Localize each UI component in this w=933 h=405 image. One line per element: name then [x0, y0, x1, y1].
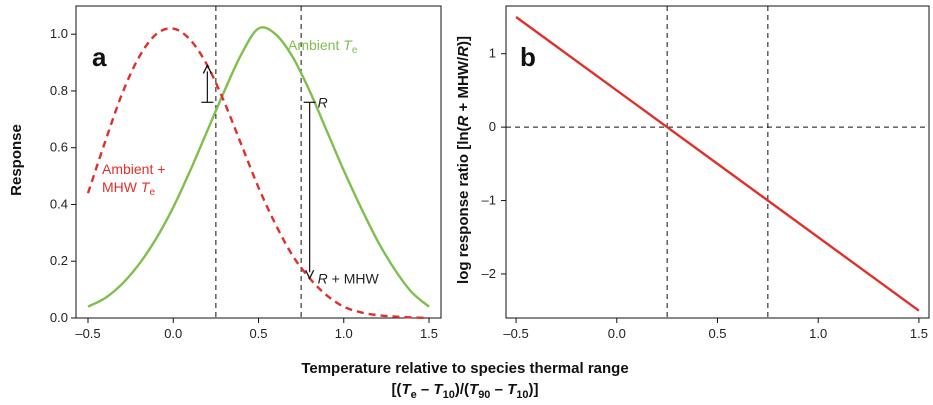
panel-a: –0.5 0.0 0.5 1.0 1.5 0.0 0.2 0.4 0.6 0.8 1.0 a Re… [8, 5, 442, 341]
panel-b-xtick-label: –0.5 [503, 326, 528, 341]
panel-a-xtick-label: –0.5 [75, 326, 100, 341]
ambient-curve [87, 26, 430, 308]
panel-a-ytick-label: 0.6 [50, 140, 68, 155]
x-axis-label-line1: Temperature relative to species thermal … [301, 360, 628, 377]
panel-a-ytick-label: 0.0 [50, 310, 68, 325]
panel-b-ytick-label: –2 [482, 266, 496, 281]
log-ratio-line [515, 16, 920, 312]
annotation-r: R [318, 94, 328, 110]
panel-a-xtick-label: 0.5 [249, 326, 267, 341]
arrow-0-head [202, 63, 212, 74]
panel-b-ytick-label: –1 [482, 193, 496, 208]
panel-b-xtick-label: 1.0 [809, 326, 827, 341]
panel-a-x-ticks: –0.5 0.0 0.5 1.0 1.5 [75, 318, 438, 341]
panel-a-xtick-label: 1.5 [420, 326, 438, 341]
panel-b-guides [506, 6, 929, 318]
panel-a-y-ticks: 0.0 0.2 0.4 0.6 0.8 1.0 [50, 26, 76, 325]
panel-b-letter: b [520, 42, 536, 72]
panel-a-series [86, 26, 430, 320]
panel-a-ytick-label: 0.8 [50, 83, 68, 98]
annotation-r-plus-mhw: R + MHW [318, 270, 380, 286]
arrow-1-head [305, 269, 315, 280]
panel-b-series [515, 16, 920, 312]
mhw-curve [86, 27, 430, 320]
panel-a-ytick-label: 0.4 [50, 196, 68, 211]
panel-b: –0.5 0.0 0.5 1.0 1.5 –2 –1 0 1 b log response r… [455, 5, 930, 341]
ambient-series-label: Ambient Te [288, 37, 358, 56]
panel-a-ytick-label: 1.0 [50, 26, 68, 41]
panel-b-y-axis-label: log response ratio [ln(R + MHW/R)] [455, 36, 472, 284]
panel-a-ytick-label: 0.2 [50, 253, 68, 268]
panel-b-xtick-label: 0.0 [608, 326, 626, 341]
panel-a-xtick-label: 0.0 [164, 326, 182, 341]
panel-a-y-axis-label: Response [8, 124, 25, 196]
panel-a-xtick-label: 1.0 [335, 326, 353, 341]
panel-b-xtick-label: 0.5 [708, 326, 726, 341]
panel-a-arrows [201, 63, 316, 280]
x-axis-label-line2: [(Te – T10)/(T90 – T10)] [391, 381, 538, 401]
panel-b-ytick-label: 0 [489, 119, 496, 134]
panel-b-ytick-label: 1 [489, 46, 496, 61]
panel-a-guides [215, 6, 302, 318]
panel-b-xtick-label: 1.5 [910, 326, 928, 341]
panel-b-x-ticks: –0.5 0.0 0.5 1.0 1.5 [503, 318, 928, 341]
panel-b-y-ticks: –2 –1 0 1 [482, 46, 506, 281]
mhw-series-label: Ambient + MHW Te [102, 161, 165, 198]
panel-a-letter: a [92, 42, 107, 72]
